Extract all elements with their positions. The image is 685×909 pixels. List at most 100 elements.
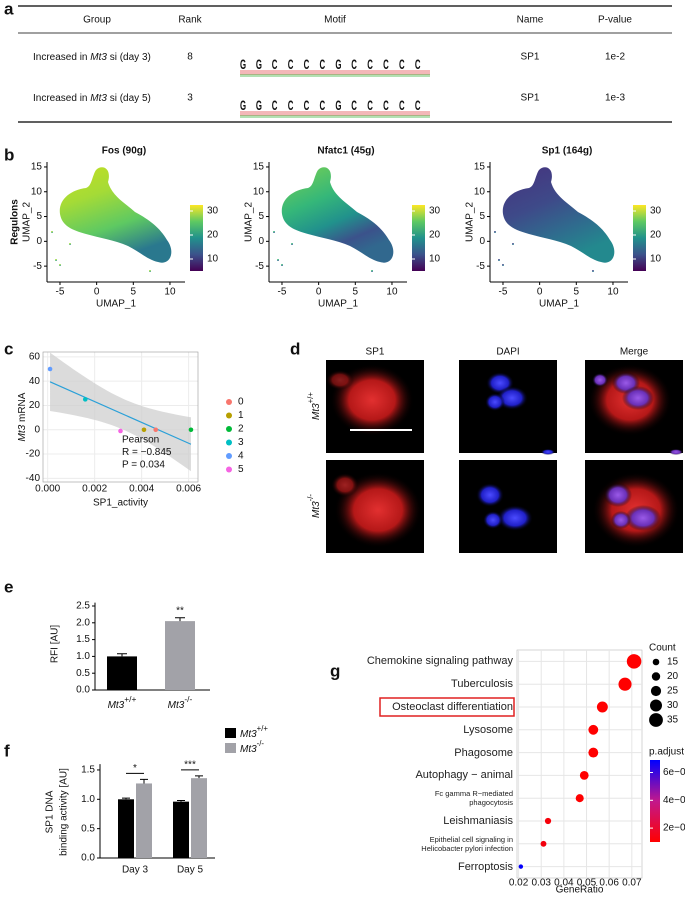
motif-letter: C <box>399 58 405 73</box>
pvalue-cell: 1e-3 <box>605 93 625 104</box>
motif-letter: C <box>367 58 373 73</box>
colorbar-label: 30 <box>650 206 662 217</box>
motif-letter: G <box>335 99 341 114</box>
gene: Mt3 <box>168 700 185 711</box>
plot-border <box>42 351 199 483</box>
gene: Mt3 <box>240 729 257 740</box>
y-axis-label: UMAP_2 <box>244 202 255 242</box>
legend-title: Count <box>649 643 676 654</box>
x-tick-label: Day 3 <box>122 865 149 876</box>
legend-label: 5 <box>238 464 244 475</box>
error-bar <box>177 799 185 802</box>
legend-label: 4 <box>238 451 244 462</box>
y-tick-label: 2.0 <box>76 617 90 628</box>
x-tick-label: Day 5 <box>177 865 204 876</box>
panel-label: a <box>4 0 14 18</box>
bar <box>173 801 189 858</box>
y-tick-label: 5 <box>258 211 264 222</box>
colorbar-label: 30 <box>429 206 441 217</box>
panel-label: g <box>330 661 340 680</box>
umap-title: Fos (90g) <box>102 146 146 157</box>
umap-cloud <box>51 167 172 272</box>
panel-label: c <box>4 339 13 358</box>
y-axis-label: UMAP_2 <box>465 202 476 242</box>
x-axis-label: GeneRatio <box>556 885 604 896</box>
y-tick-label: 1.0 <box>76 651 90 662</box>
legend-label: 25 <box>667 686 679 697</box>
colorbar <box>190 205 203 271</box>
motif-letter: C <box>415 99 421 114</box>
legend-swatch <box>226 412 232 419</box>
point <box>82 397 88 402</box>
point <box>153 427 159 433</box>
panel-label: d <box>290 339 300 358</box>
point <box>118 428 123 434</box>
legend-dot <box>651 672 661 681</box>
point <box>141 427 147 433</box>
colorbar-label: 6e−04 <box>663 767 685 778</box>
y-tick-label: 0.0 <box>76 685 90 696</box>
x-tick-label: 0.000 <box>35 484 60 495</box>
motif-letter: C <box>415 58 421 73</box>
highlight-box <box>379 697 515 717</box>
legend-dot <box>650 699 662 712</box>
umap-cloud <box>273 167 394 272</box>
colorbar-label: 4e−04 <box>663 795 685 806</box>
pvalue-cell: 1e-2 <box>605 52 625 63</box>
dot <box>596 701 608 713</box>
annotation: Pearson <box>122 435 159 446</box>
y-tick-label: 0.5 <box>76 668 90 679</box>
motif-letter: C <box>383 58 389 73</box>
bar <box>191 778 207 858</box>
error-bar <box>175 617 185 622</box>
significance: ** <box>176 605 184 616</box>
y-tick-label: 0 <box>36 236 42 247</box>
x-tick-label: 0.03 <box>531 878 551 889</box>
x-tick-label: 10 <box>386 287 398 298</box>
motif-letter: C <box>304 58 310 73</box>
column-header: P-value <box>598 15 632 26</box>
column-header: DAPI <box>496 347 519 358</box>
x-tick-label: 0 <box>537 287 543 298</box>
x-tick-label: 5 <box>131 287 137 298</box>
motif-letter: C <box>320 58 326 73</box>
error-bar <box>117 653 127 657</box>
genotype-label: Mt3-/- <box>240 739 264 754</box>
gene: Mt3 <box>108 700 125 711</box>
y-tick-label: 10 <box>253 186 265 197</box>
colorbar-label: 10 <box>650 254 662 265</box>
rank-cell: 8 <box>187 52 193 63</box>
legend-label: 15 <box>667 657 679 668</box>
x-tick-label: 10 <box>607 287 619 298</box>
superscript: -/- <box>184 694 192 704</box>
legend-dot <box>650 685 662 697</box>
genotype-label: Mt3+/+ <box>108 694 137 711</box>
bar <box>107 656 137 690</box>
bar <box>165 621 195 690</box>
annotation: P = 0.034 <box>122 460 165 471</box>
genotype-label: Mt3-/- <box>168 694 193 711</box>
legend-swatch <box>226 466 232 473</box>
significance: *** <box>184 759 196 770</box>
motif-letter: G <box>335 58 341 73</box>
y-tick-label: 0.0 <box>81 853 95 864</box>
x-tick-label: -5 <box>278 287 287 298</box>
y-tick-label: -5 <box>476 261 485 272</box>
x-tick-label: 5 <box>574 287 580 298</box>
column-header: Merge <box>620 347 649 358</box>
motif-letter: C <box>304 99 310 114</box>
group-cell: Increased in Mt3 si (day 5) <box>33 93 151 104</box>
y-tick-label: 1.5 <box>76 634 90 645</box>
colorbar-label: 30 <box>207 206 219 217</box>
colorbar-label: 20 <box>429 230 441 241</box>
y-tick-label: -20 <box>26 449 41 460</box>
colorbar-label: 20 <box>207 230 219 241</box>
y-tick-label: -5 <box>33 261 42 272</box>
legend-swatch <box>226 453 232 459</box>
y-axis-label: UMAP_2 <box>22 202 33 242</box>
dot <box>575 794 584 803</box>
legend-label: 3 <box>238 437 244 448</box>
confidence-band <box>50 352 191 472</box>
umap-cloud <box>494 167 615 272</box>
motif-letter: C <box>399 99 405 114</box>
